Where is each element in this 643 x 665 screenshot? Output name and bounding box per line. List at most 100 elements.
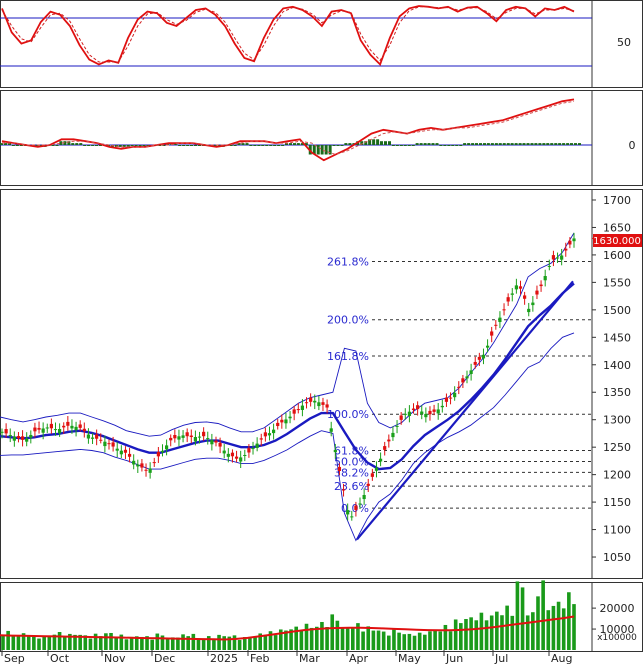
candle-body xyxy=(362,494,366,500)
volume-bar xyxy=(16,635,21,650)
volume-bar xyxy=(114,637,118,650)
candle-body xyxy=(383,446,387,450)
macd-histogram-bar xyxy=(558,143,562,145)
x-axis: Sep Oct Nov Dec 2025 Feb Mar Apr May Jun Jul Aug xyxy=(1,650,572,665)
volume-bar xyxy=(325,627,329,650)
candle-body xyxy=(523,295,527,299)
candle-body xyxy=(115,448,119,451)
candle-body xyxy=(82,428,86,432)
macd-histogram-bar xyxy=(538,143,542,145)
volume-bar xyxy=(500,615,504,650)
volume-bar xyxy=(495,611,499,650)
candle-body xyxy=(210,440,214,445)
macd-histogram-bar xyxy=(368,139,372,145)
price-tick-label: 1200 xyxy=(603,469,631,482)
macd-histogram-bar xyxy=(178,145,182,146)
candle-body xyxy=(123,449,128,453)
candle-body xyxy=(407,411,411,416)
candle-body xyxy=(436,409,440,414)
volume-bar xyxy=(510,615,515,650)
price-tick-label: 1600 xyxy=(603,249,631,262)
volume-bar xyxy=(459,623,463,650)
candle-body xyxy=(461,378,465,383)
volume-bar xyxy=(567,592,571,650)
price-tick-label: 1400 xyxy=(603,359,631,372)
candle-body xyxy=(111,442,115,447)
volume-bar xyxy=(129,636,134,650)
volume-bar xyxy=(104,633,108,650)
macd-histogram-bar xyxy=(75,143,79,145)
volume-bar xyxy=(68,633,72,650)
x-tick-label: May xyxy=(398,652,421,665)
candle-body xyxy=(181,435,185,438)
volume-bar xyxy=(515,581,520,650)
candle-body xyxy=(12,436,16,441)
candle-body xyxy=(473,361,477,365)
candle-body xyxy=(271,429,276,434)
candle-body xyxy=(374,467,379,471)
candle-body xyxy=(555,257,560,259)
macd-histogram-bar xyxy=(245,143,249,145)
x-tick-label: Oct xyxy=(50,652,70,665)
volume-bar xyxy=(160,635,165,650)
price-tick-label: 1050 xyxy=(603,551,631,564)
candle-body xyxy=(37,427,41,430)
stochastic-tick-label: 50 xyxy=(617,36,631,49)
volume-bar xyxy=(98,636,103,650)
volume-bar xyxy=(196,638,201,650)
macd-histogram-bar xyxy=(332,145,336,146)
volume-tick-label: 10000 xyxy=(600,623,635,636)
macd-histogram-bar xyxy=(431,143,435,145)
candle-body xyxy=(564,248,568,251)
candle-body xyxy=(132,460,136,465)
volume-bar xyxy=(263,635,268,650)
volume-ma-line xyxy=(0,615,575,641)
volume-bar xyxy=(140,636,144,650)
bollinger-bb-lower xyxy=(0,332,575,542)
macd-histogram-bar xyxy=(95,145,98,146)
macd-histogram-bar xyxy=(134,145,138,146)
volume-bar xyxy=(572,604,576,650)
macd-tick-label: 0 xyxy=(629,139,636,152)
macd-histogram-bar xyxy=(138,145,142,146)
panel-frame-0 xyxy=(0,0,643,88)
macd-histogram-bar xyxy=(158,145,162,146)
candle-body xyxy=(284,419,288,424)
volume-bar xyxy=(546,610,551,650)
volume-bar xyxy=(335,620,340,650)
volume-bar xyxy=(78,634,82,650)
macd-histogram-bar xyxy=(395,145,399,146)
volume-bar xyxy=(474,620,479,650)
macd-line-signal xyxy=(2,100,575,156)
candle-body xyxy=(329,428,333,432)
macd-histogram-bar xyxy=(391,145,395,146)
volume-bar xyxy=(237,640,242,650)
macd-histogram-bar xyxy=(273,145,277,146)
candle-body xyxy=(70,425,74,429)
macd-histogram-bar xyxy=(8,143,11,145)
macd-histogram-bar xyxy=(190,145,193,146)
volume-bar xyxy=(340,627,345,650)
macd-histogram-bar xyxy=(419,143,423,145)
volume-bar xyxy=(62,637,67,650)
candle-body xyxy=(378,458,383,462)
macd-histogram-bar xyxy=(194,145,197,146)
candle-body xyxy=(502,309,506,311)
macd-histogram-bar xyxy=(241,143,245,145)
candle-body xyxy=(543,276,547,281)
candle-body xyxy=(341,489,346,491)
macd-histogram-bar xyxy=(479,143,482,145)
macd-histogram-bar xyxy=(411,145,415,146)
candle-body xyxy=(177,436,181,440)
volume-bar xyxy=(170,637,175,650)
macd-histogram-bar xyxy=(51,145,55,146)
candle-body xyxy=(165,445,169,450)
volume-bar xyxy=(556,601,561,650)
macd-histogram-bar xyxy=(574,143,577,145)
macd-histogram-bar xyxy=(198,145,201,146)
macd-histogram-bar xyxy=(486,143,490,145)
candle-body xyxy=(469,370,473,375)
candle-body xyxy=(494,324,498,326)
macd-histogram-bar xyxy=(443,145,447,146)
